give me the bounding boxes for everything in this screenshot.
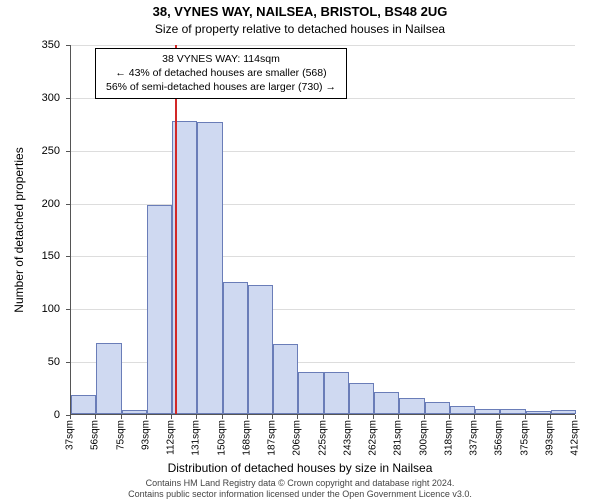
annotation-line-1: 38 VYNES WAY: 114sqm xyxy=(106,52,336,66)
footer-line-1: Contains HM Land Registry data © Crown c… xyxy=(0,478,600,489)
x-tick-label: 56sqm xyxy=(90,420,101,450)
x-tick-mark xyxy=(474,415,475,419)
histogram-bar xyxy=(298,372,323,414)
histogram-bar xyxy=(374,392,399,414)
histogram-bar xyxy=(399,398,424,414)
chart-title: 38, VYNES WAY, NAILSEA, BRISTOL, BS48 2U… xyxy=(0,4,600,19)
histogram-bar xyxy=(475,409,500,414)
histogram-bar xyxy=(349,383,374,414)
histogram-bar xyxy=(96,343,121,414)
x-tick-mark xyxy=(449,415,450,419)
x-tick-mark xyxy=(121,415,122,419)
x-tick-mark xyxy=(525,415,526,419)
plot-area xyxy=(70,45,575,415)
y-tick-label: 100 xyxy=(30,303,60,315)
x-tick-label: 337sqm xyxy=(469,420,480,456)
histogram-bar xyxy=(248,285,273,414)
histogram-bar xyxy=(223,282,248,414)
x-tick-label: 281sqm xyxy=(393,420,404,456)
y-tick-label: 300 xyxy=(30,92,60,104)
y-tick-mark xyxy=(66,362,70,363)
x-tick-label: 225sqm xyxy=(317,420,328,456)
footer-attribution: Contains HM Land Registry data © Crown c… xyxy=(0,478,600,500)
histogram-bar xyxy=(324,372,349,414)
footer-line-2: Contains public sector information licen… xyxy=(0,489,600,500)
y-tick-mark xyxy=(66,309,70,310)
x-tick-mark xyxy=(297,415,298,419)
y-axis-label: Number of detached properties xyxy=(12,147,26,312)
annotation-box: 38 VYNES WAY: 114sqm ← 43% of detached h… xyxy=(95,48,347,99)
x-tick-mark xyxy=(499,415,500,419)
x-tick-label: 150sqm xyxy=(216,420,227,456)
annotation-line-2: ← 43% of detached houses are smaller (56… xyxy=(106,66,336,80)
y-tick-label: 200 xyxy=(30,198,60,210)
x-tick-label: 168sqm xyxy=(241,420,252,456)
x-tick-label: 393sqm xyxy=(544,420,555,456)
x-tick-mark xyxy=(272,415,273,419)
y-tick-mark xyxy=(66,98,70,99)
histogram-bar xyxy=(551,410,576,414)
x-tick-mark xyxy=(550,415,551,419)
y-tick-mark xyxy=(66,45,70,46)
x-tick-mark xyxy=(323,415,324,419)
x-tick-mark xyxy=(373,415,374,419)
x-tick-mark xyxy=(424,415,425,419)
histogram-bar xyxy=(500,409,525,414)
histogram-bar xyxy=(147,205,172,414)
x-tick-label: 243sqm xyxy=(342,420,353,456)
x-tick-mark xyxy=(575,415,576,419)
x-tick-mark xyxy=(247,415,248,419)
x-tick-label: 412sqm xyxy=(570,420,581,456)
y-tick-label: 150 xyxy=(30,250,60,262)
histogram-bar xyxy=(450,406,475,414)
chart-container: 38, VYNES WAY, NAILSEA, BRISTOL, BS48 2U… xyxy=(0,0,600,500)
y-tick-mark xyxy=(66,204,70,205)
x-tick-label: 131sqm xyxy=(191,420,202,456)
x-tick-label: 187sqm xyxy=(267,420,278,456)
histogram-bar xyxy=(197,122,222,414)
x-tick-mark xyxy=(222,415,223,419)
x-tick-label: 318sqm xyxy=(443,420,454,456)
histogram-bar xyxy=(71,395,96,414)
histogram-bar xyxy=(273,344,298,414)
bars-layer xyxy=(71,45,575,414)
x-tick-mark xyxy=(196,415,197,419)
y-tick-mark xyxy=(66,256,70,257)
y-tick-label: 350 xyxy=(30,39,60,51)
y-tick-label: 0 xyxy=(30,409,60,421)
y-tick-mark xyxy=(66,151,70,152)
x-tick-label: 37sqm xyxy=(65,420,76,450)
histogram-bar xyxy=(526,411,551,414)
x-axis-label: Distribution of detached houses by size … xyxy=(0,461,600,475)
x-tick-mark xyxy=(348,415,349,419)
x-tick-mark xyxy=(146,415,147,419)
x-tick-label: 206sqm xyxy=(292,420,303,456)
x-tick-label: 75sqm xyxy=(115,420,126,450)
x-tick-mark xyxy=(171,415,172,419)
x-tick-label: 356sqm xyxy=(494,420,505,456)
y-tick-label: 250 xyxy=(30,145,60,157)
annotation-line-3: 56% of semi-detached houses are larger (… xyxy=(106,80,336,94)
x-tick-mark xyxy=(95,415,96,419)
y-tick-label: 50 xyxy=(30,356,60,368)
histogram-bar xyxy=(122,410,147,414)
x-tick-label: 93sqm xyxy=(140,420,151,450)
x-tick-label: 112sqm xyxy=(166,420,177,455)
histogram-bar xyxy=(425,402,450,414)
x-tick-label: 300sqm xyxy=(418,420,429,456)
reference-line xyxy=(175,45,177,414)
chart-subtitle: Size of property relative to detached ho… xyxy=(0,22,600,36)
x-tick-mark xyxy=(398,415,399,419)
x-tick-label: 262sqm xyxy=(368,420,379,456)
x-tick-mark xyxy=(70,415,71,419)
x-tick-label: 375sqm xyxy=(519,420,530,456)
